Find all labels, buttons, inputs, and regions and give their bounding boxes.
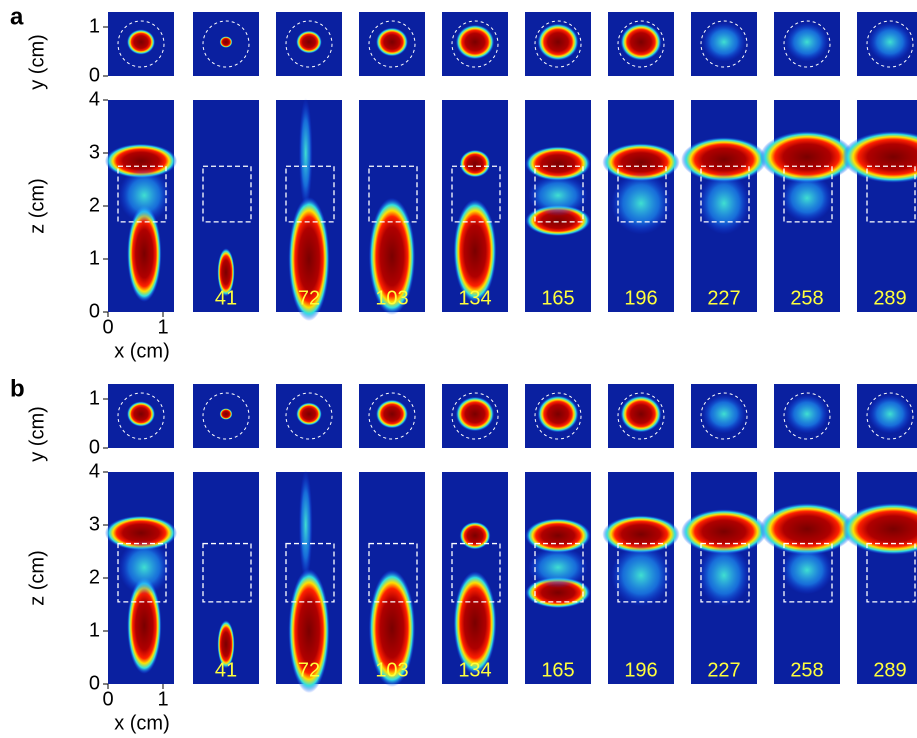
frame-number: 165: [541, 287, 574, 309]
y-tick-label: 1: [89, 15, 100, 37]
z-axis-label: z (cm): [26, 550, 48, 606]
frame-number: 258: [790, 287, 823, 309]
x-tick-label: 0: [102, 316, 113, 338]
z-tick-label: 2: [89, 566, 100, 588]
z-tick-label: 3: [89, 141, 100, 163]
z-tick-label: 0: [89, 300, 100, 322]
z-tick-label: 1: [89, 247, 100, 269]
thumb-blob: [376, 400, 408, 429]
profile-blob: [528, 175, 588, 216]
y-axis-label: y (cm): [26, 34, 48, 90]
thumb-blob: [621, 396, 662, 433]
frame-number: 196: [624, 659, 657, 681]
frame-number: 134: [458, 659, 491, 681]
thumb-blob: [785, 22, 829, 61]
frame-number: 289: [873, 287, 906, 309]
z-axis-label: z (cm): [26, 178, 48, 234]
profile-blob: [698, 172, 749, 234]
z-tick-label: 0: [89, 672, 100, 694]
x-axis-label: x (cm): [114, 340, 170, 362]
thumb-blob: [127, 29, 155, 54]
frame-number: 41: [215, 287, 237, 309]
frame-number: 258: [790, 659, 823, 681]
thumb-blob: [456, 397, 494, 432]
profile-blob: [119, 540, 170, 595]
frame-number: 103: [375, 659, 408, 681]
z-tick-label: 4: [89, 88, 100, 110]
profile-blob: [698, 544, 749, 606]
frame-number: 289: [873, 659, 906, 681]
thumb-blob: [296, 30, 322, 53]
thumb-blob: [702, 22, 746, 61]
frame-number: 165: [541, 659, 574, 681]
profile-blob: [299, 98, 313, 208]
profile-blob: [119, 168, 170, 223]
thumb-blob: [538, 396, 579, 433]
y-tick-label: 0: [89, 64, 100, 86]
thumb-blob: [621, 24, 662, 61]
y-tick-label: 1: [89, 387, 100, 409]
z-tick-label: 3: [89, 513, 100, 535]
panel-letter: a: [10, 3, 24, 30]
profile-blob: [460, 150, 491, 178]
thumb-blob: [296, 402, 322, 425]
thumb-blob: [376, 28, 408, 57]
x-tick-label: 1: [157, 316, 168, 338]
thumb-blob: [702, 394, 746, 433]
figure: a4172103134165196227258289y (cm)01z (cm)…: [0, 0, 917, 738]
frame-number: 134: [458, 287, 491, 309]
profile-blob: [611, 172, 671, 234]
x-axis-label: x (cm): [114, 712, 170, 734]
y-axis-label: y (cm): [26, 406, 48, 462]
frame-number: 103: [375, 287, 408, 309]
profile-blob: [842, 131, 917, 183]
z-tick-label: 1: [89, 619, 100, 641]
thumb-blob: [127, 401, 155, 426]
thumb-blob: [456, 25, 494, 60]
x-tick-label: 0: [102, 688, 113, 710]
profile-blob: [781, 546, 832, 594]
frame-number: 72: [298, 287, 320, 309]
panel-letter: b: [10, 375, 25, 402]
frame-number: 227: [707, 287, 740, 309]
profile-blob: [460, 522, 491, 550]
x-tick-label: 1: [157, 688, 168, 710]
y-tick-label: 0: [89, 436, 100, 458]
profile-blob: [781, 174, 832, 222]
z-tick-label: 4: [89, 460, 100, 482]
profile-blob: [611, 544, 671, 606]
frame-number: 196: [624, 287, 657, 309]
profile-blob: [299, 470, 313, 580]
profile-blob: [842, 503, 917, 555]
thumb-blob: [220, 408, 233, 420]
frame-number: 41: [215, 659, 237, 681]
thumb-blob: [868, 22, 912, 61]
z-tick-label: 2: [89, 194, 100, 216]
thumb-blob: [868, 394, 912, 433]
thumb-blob: [220, 36, 233, 48]
thumb-blob: [785, 394, 829, 433]
profile-blob: [528, 547, 588, 588]
frame-number: 72: [298, 659, 320, 681]
frame-number: 227: [707, 659, 740, 681]
thumb-blob: [538, 24, 579, 61]
